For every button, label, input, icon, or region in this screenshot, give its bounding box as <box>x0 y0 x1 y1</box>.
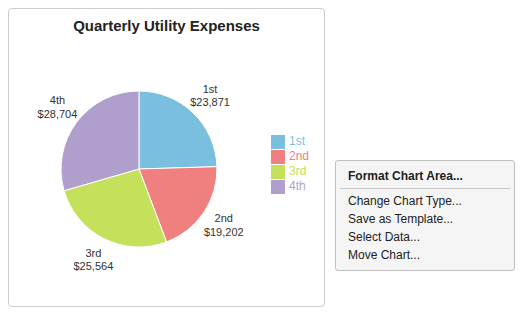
html-text:4th: 4th <box>289 178 306 193</box>
svg-text:4th$28,704: 4th$28,704 <box>38 94 78 119</box>
html-text:Move Chart...: Move Chart... <box>348 248 420 262</box>
html-text:2nd: 2nd <box>289 149 309 164</box>
html-text:Select Data...: Select Data... <box>348 230 420 244</box>
html-text:Change Chart Type...: Change Chart Type... <box>348 194 462 208</box>
svg-text:3rd$25,564: 3rd$25,564 <box>73 247 113 272</box>
html-text:Save as Template...: Save as Template... <box>348 212 454 226</box>
svg-text:2nd$19,202: 2nd$19,202 <box>204 212 244 237</box>
html-text:Format Chart Area...: Format Chart Area... <box>348 169 463 183</box>
svg-text:1st$23,871: 1st$23,871 <box>190 83 230 108</box>
html-text:1st: 1st <box>289 134 305 149</box>
html-text:3rd: 3rd <box>289 164 307 178</box>
html-text:Quarterly Utility Expenses: Quarterly Utility Expenses <box>73 17 260 34</box>
